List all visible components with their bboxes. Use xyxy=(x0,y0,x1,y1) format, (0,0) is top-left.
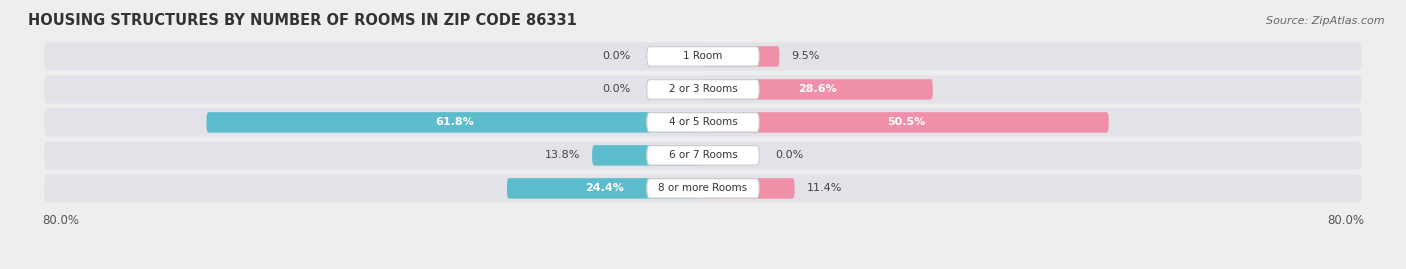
Text: 9.5%: 9.5% xyxy=(792,51,820,61)
FancyBboxPatch shape xyxy=(207,112,703,133)
FancyBboxPatch shape xyxy=(647,80,759,99)
Text: 8 or more Rooms: 8 or more Rooms xyxy=(658,183,748,193)
Text: 0.0%: 0.0% xyxy=(602,51,631,61)
FancyBboxPatch shape xyxy=(647,146,759,165)
Text: 11.4%: 11.4% xyxy=(807,183,842,193)
Text: 0.0%: 0.0% xyxy=(775,150,804,160)
FancyBboxPatch shape xyxy=(44,174,1362,202)
Text: 0.0%: 0.0% xyxy=(602,84,631,94)
FancyBboxPatch shape xyxy=(44,43,1362,70)
FancyBboxPatch shape xyxy=(44,141,1362,169)
FancyBboxPatch shape xyxy=(703,79,932,100)
FancyBboxPatch shape xyxy=(647,47,759,66)
FancyBboxPatch shape xyxy=(592,145,703,166)
Text: 6 or 7 Rooms: 6 or 7 Rooms xyxy=(669,150,737,160)
Text: 61.8%: 61.8% xyxy=(436,117,474,128)
FancyBboxPatch shape xyxy=(703,46,779,67)
FancyBboxPatch shape xyxy=(44,108,1362,136)
Text: 24.4%: 24.4% xyxy=(585,183,624,193)
Text: Source: ZipAtlas.com: Source: ZipAtlas.com xyxy=(1267,16,1385,26)
FancyBboxPatch shape xyxy=(44,75,1362,103)
Text: 1 Room: 1 Room xyxy=(683,51,723,61)
FancyBboxPatch shape xyxy=(703,178,794,199)
Text: 4 or 5 Rooms: 4 or 5 Rooms xyxy=(669,117,737,128)
Text: 28.6%: 28.6% xyxy=(799,84,837,94)
FancyBboxPatch shape xyxy=(508,178,703,199)
FancyBboxPatch shape xyxy=(703,112,1109,133)
FancyBboxPatch shape xyxy=(647,113,759,132)
Text: 50.5%: 50.5% xyxy=(887,117,925,128)
Text: HOUSING STRUCTURES BY NUMBER OF ROOMS IN ZIP CODE 86331: HOUSING STRUCTURES BY NUMBER OF ROOMS IN… xyxy=(28,13,576,28)
Text: 2 or 3 Rooms: 2 or 3 Rooms xyxy=(669,84,737,94)
Text: 13.8%: 13.8% xyxy=(544,150,581,160)
FancyBboxPatch shape xyxy=(647,179,759,198)
